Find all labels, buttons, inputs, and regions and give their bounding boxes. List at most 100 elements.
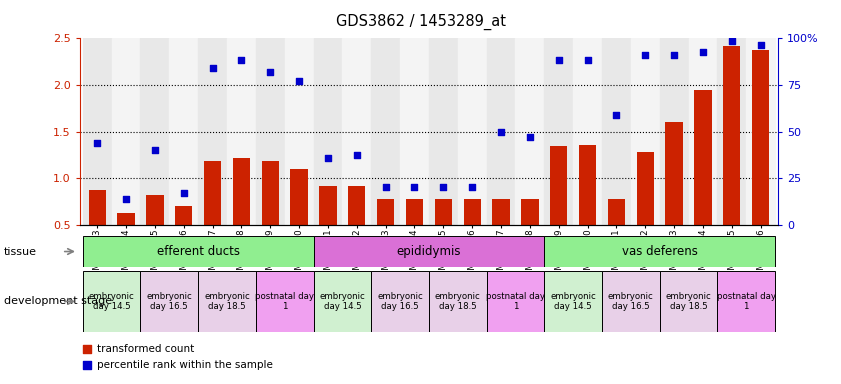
Text: embryonic
day 16.5: embryonic day 16.5: [146, 292, 193, 311]
Point: [206, 65, 220, 71]
Bar: [314, 236, 544, 267]
Point: [263, 69, 277, 75]
Text: embryonic
day 14.5: embryonic day 14.5: [320, 292, 365, 311]
Point: [552, 57, 565, 63]
Bar: [371, 38, 400, 225]
Point: [80, 346, 93, 352]
Point: [754, 42, 767, 48]
Text: postnatal day
1: postnatal day 1: [255, 292, 315, 311]
Point: [610, 112, 623, 118]
Bar: [88, 190, 106, 271]
Bar: [544, 271, 602, 332]
Point: [321, 154, 335, 161]
Bar: [82, 38, 112, 225]
Bar: [169, 38, 198, 225]
Bar: [406, 199, 423, 271]
Text: postnatal day
1: postnatal day 1: [486, 292, 545, 311]
Point: [436, 184, 450, 190]
Text: embryonic
day 16.5: embryonic day 16.5: [608, 292, 653, 311]
Bar: [140, 271, 198, 332]
Bar: [695, 89, 711, 271]
Bar: [377, 199, 394, 271]
Point: [408, 184, 421, 190]
Bar: [717, 271, 775, 332]
Bar: [175, 206, 193, 271]
Bar: [723, 46, 740, 271]
Point: [668, 52, 681, 58]
Point: [725, 38, 738, 44]
Point: [523, 134, 537, 140]
Point: [638, 52, 652, 58]
Bar: [256, 38, 285, 225]
Text: embryonic
day 18.5: embryonic day 18.5: [435, 292, 480, 311]
Bar: [233, 157, 250, 271]
Bar: [371, 271, 429, 332]
Text: embryonic
day 14.5: embryonic day 14.5: [89, 292, 135, 311]
Point: [696, 49, 710, 55]
Bar: [314, 271, 371, 332]
Bar: [665, 122, 683, 271]
Text: embryonic
day 18.5: embryonic day 18.5: [665, 292, 711, 311]
Point: [465, 184, 479, 190]
Bar: [516, 38, 544, 225]
Bar: [320, 185, 336, 271]
Point: [379, 184, 393, 190]
Bar: [348, 185, 366, 271]
Text: GDS3862 / 1453289_at: GDS3862 / 1453289_at: [336, 13, 505, 30]
Bar: [435, 199, 452, 271]
Bar: [227, 38, 256, 225]
Bar: [631, 38, 659, 225]
Bar: [602, 271, 659, 332]
Bar: [140, 38, 169, 225]
Bar: [746, 38, 775, 225]
Text: postnatal day
1: postnatal day 1: [717, 292, 775, 311]
Bar: [659, 271, 717, 332]
Bar: [82, 271, 140, 332]
Point: [235, 57, 248, 63]
Point: [80, 362, 93, 368]
Bar: [285, 38, 314, 225]
Bar: [521, 199, 538, 271]
Bar: [458, 38, 487, 225]
Bar: [146, 195, 163, 271]
Bar: [752, 50, 770, 271]
Bar: [602, 38, 631, 225]
Text: tissue: tissue: [4, 247, 37, 257]
Bar: [429, 271, 487, 332]
Point: [148, 147, 161, 153]
Bar: [429, 38, 458, 225]
Bar: [544, 38, 573, 225]
Bar: [112, 38, 140, 225]
Text: embryonic
day 18.5: embryonic day 18.5: [204, 292, 250, 311]
Bar: [314, 38, 342, 225]
Bar: [82, 236, 314, 267]
Bar: [487, 271, 544, 332]
Bar: [717, 38, 746, 225]
Text: vas deferens: vas deferens: [621, 245, 697, 258]
Text: epididymis: epididymis: [397, 245, 461, 258]
Point: [119, 195, 133, 202]
Bar: [637, 152, 654, 271]
Point: [581, 57, 595, 63]
Bar: [689, 38, 717, 225]
Text: percentile rank within the sample: percentile rank within the sample: [98, 360, 273, 370]
Bar: [608, 199, 625, 271]
Point: [91, 140, 104, 146]
Bar: [463, 199, 481, 271]
Bar: [573, 38, 602, 225]
Text: development stage: development stage: [4, 296, 113, 306]
Text: efferent ducts: efferent ducts: [156, 245, 240, 258]
Bar: [198, 38, 227, 225]
Bar: [290, 169, 308, 271]
Bar: [400, 38, 429, 225]
Text: embryonic
day 14.5: embryonic day 14.5: [550, 292, 596, 311]
Bar: [492, 199, 510, 271]
Text: embryonic
day 16.5: embryonic day 16.5: [378, 292, 423, 311]
Bar: [487, 38, 516, 225]
Point: [293, 78, 306, 84]
Bar: [550, 146, 568, 271]
Bar: [544, 236, 775, 267]
Point: [495, 128, 508, 135]
Bar: [256, 271, 314, 332]
Bar: [659, 38, 689, 225]
